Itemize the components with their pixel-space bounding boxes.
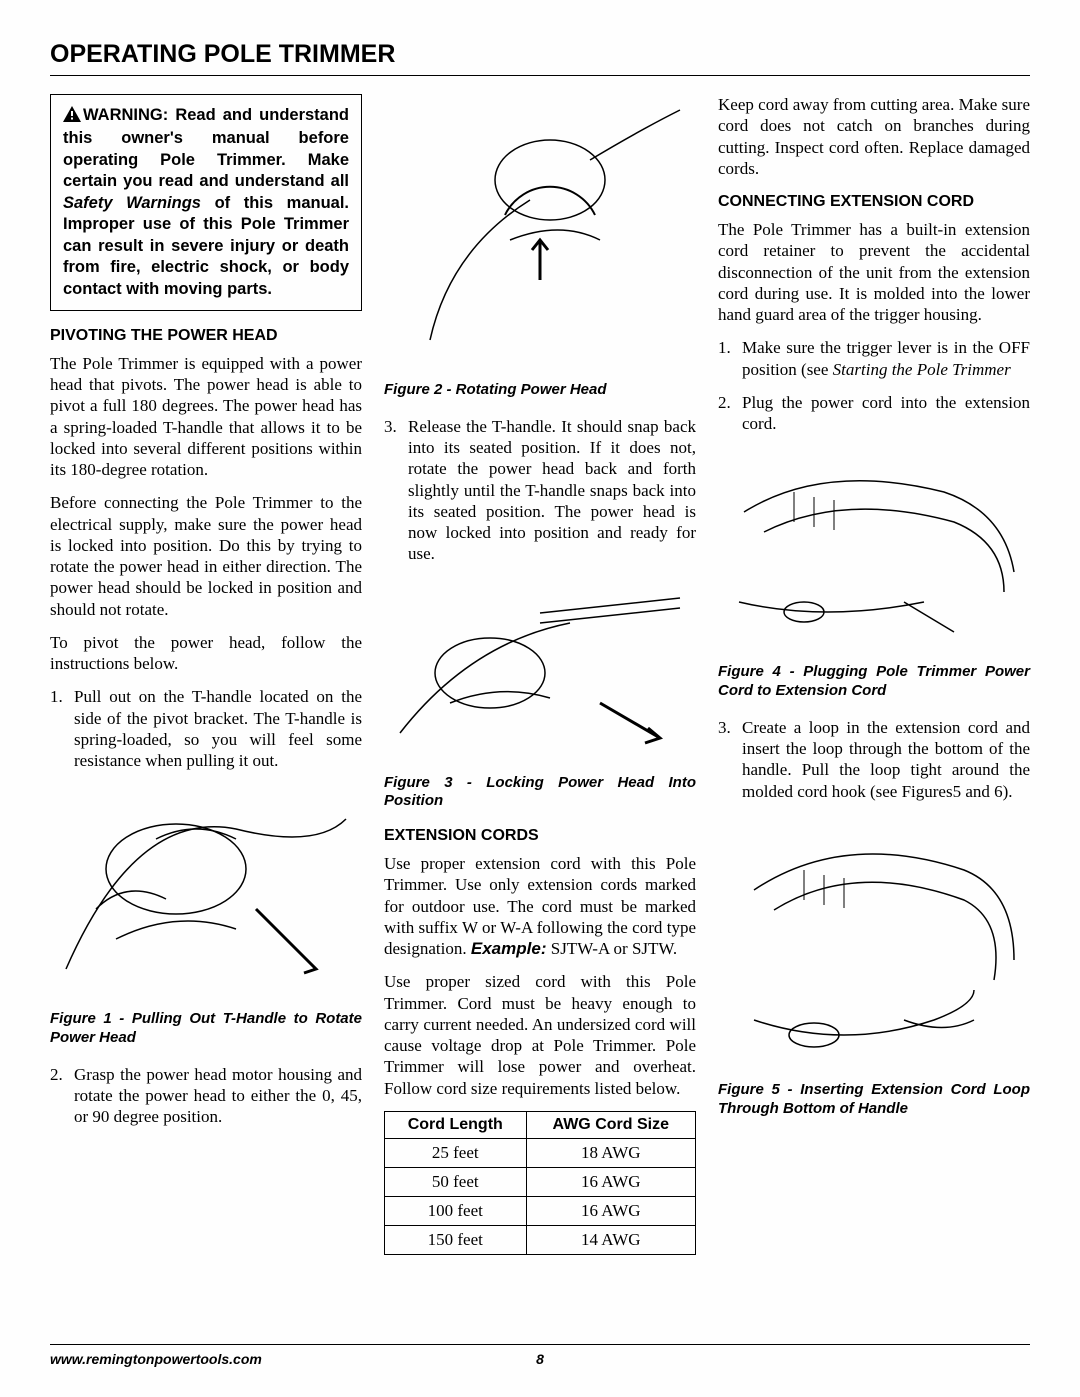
- cell: 25 feet: [385, 1138, 527, 1167]
- page-number: 8: [536, 1351, 544, 1367]
- footer: www.remingtonpowertools.com 8: [50, 1332, 1030, 1367]
- para-ext-1: Use proper extension cord with this Pole…: [384, 853, 696, 959]
- figure-3-caption: Figure 3 - Locking Power Head Into Posit…: [384, 774, 696, 812]
- column-3: Keep cord away from cutting area. Make s…: [718, 94, 1030, 1255]
- divider-top: [50, 75, 1030, 76]
- steps-pivot-a: Pull out on the T-handle located on the …: [50, 686, 362, 771]
- table-row: 100 feet16 AWG: [385, 1196, 696, 1225]
- para-keep-cord: Keep cord away from cutting area. Make s…: [718, 94, 1030, 179]
- section-title: OPERATING POLE TRIMMER: [50, 40, 1030, 69]
- step-c1b: Starting the Pole Trimmer: [833, 360, 1011, 379]
- step-c2: Plug the power cord into the extension c…: [718, 392, 1030, 435]
- para-ext-2: Use proper sized cord with this Pole Tri…: [384, 971, 696, 1099]
- warning-icon: [63, 106, 81, 128]
- step-3: Release the T-handle. It should snap bac…: [384, 416, 696, 565]
- para-connect-1: The Pole Trimmer has a built-in extensio…: [718, 219, 1030, 325]
- cell: 100 feet: [385, 1196, 527, 1225]
- footer-url: www.remingtonpowertools.com: [50, 1351, 262, 1367]
- cell: 150 feet: [385, 1225, 527, 1254]
- figure-4-caption: Figure 4 - Plugging Pole Trimmer Power C…: [718, 663, 1030, 701]
- step-c3: Create a loop in the extension cord and …: [718, 717, 1030, 802]
- steps-pivot-b: Grasp the power head motor housing and r…: [50, 1064, 362, 1128]
- cell: 14 AWG: [526, 1225, 695, 1254]
- figure-1: [50, 789, 362, 999]
- steps-pivot-c: Release the T-handle. It should snap bac…: [384, 416, 696, 565]
- column-2: Figure 2 - Rotating Power Head Release t…: [384, 94, 696, 1255]
- warning-box: WARNING: Read and understand this owner'…: [50, 94, 362, 311]
- heading-pivoting: PIVOTING THE POWER HEAD: [50, 327, 362, 345]
- para-pivot-1: The Pole Trimmer is equipped with a powe…: [50, 353, 362, 481]
- warning-text-italic: Safety Warnings: [63, 194, 201, 212]
- cell: 16 AWG: [526, 1167, 695, 1196]
- heading-connecting: CONNECTING EXTENSION CORD: [718, 193, 1030, 211]
- steps-connect-a: Make sure the trigger lever is in the OF…: [718, 337, 1030, 434]
- steps-connect-b: Create a loop in the extension cord and …: [718, 717, 1030, 802]
- figure-3: [384, 583, 696, 763]
- cell: 16 AWG: [526, 1196, 695, 1225]
- th-cord-length: Cord Length: [385, 1111, 527, 1138]
- heading-extension-cords: EXTENSION CORDS: [384, 827, 696, 845]
- cell: 18 AWG: [526, 1138, 695, 1167]
- figure-4: [718, 452, 1030, 652]
- para-pivot-3: To pivot the power head, follow the inst…: [50, 632, 362, 675]
- example-label: Example:: [471, 939, 547, 958]
- figure-5: [718, 820, 1030, 1070]
- cell: 50 feet: [385, 1167, 527, 1196]
- th-awg-size: AWG Cord Size: [526, 1111, 695, 1138]
- table-row: 25 feet18 AWG: [385, 1138, 696, 1167]
- table-header-row: Cord Length AWG Cord Size: [385, 1111, 696, 1138]
- step-1: Pull out on the T-handle located on the …: [50, 686, 362, 771]
- content-columns: WARNING: Read and understand this owner'…: [50, 94, 1030, 1255]
- para-pivot-2: Before connecting the Pole Trimmer to th…: [50, 492, 362, 620]
- divider-bottom: [50, 1344, 1030, 1345]
- figure-5-caption: Figure 5 - Inserting Extension Cord Loop…: [718, 1081, 1030, 1119]
- figure-2: [384, 100, 696, 370]
- column-1: WARNING: Read and understand this owner'…: [50, 94, 362, 1255]
- step-2: Grasp the power head motor housing and r…: [50, 1064, 362, 1128]
- para-ext-1b: SJTW-A or SJTW.: [546, 939, 677, 958]
- cord-size-table: Cord Length AWG Cord Size 25 feet18 AWG …: [384, 1111, 696, 1255]
- step-c1: Make sure the trigger lever is in the OF…: [718, 337, 1030, 380]
- table-row: 150 feet14 AWG: [385, 1225, 696, 1254]
- warning-text-prefix: WARNING: Read and understand this owner'…: [63, 106, 349, 190]
- table-row: 50 feet16 AWG: [385, 1167, 696, 1196]
- figure-1-caption: Figure 1 - Pulling Out T-Handle to Rotat…: [50, 1010, 362, 1048]
- figure-2-caption: Figure 2 - Rotating Power Head: [384, 381, 696, 400]
